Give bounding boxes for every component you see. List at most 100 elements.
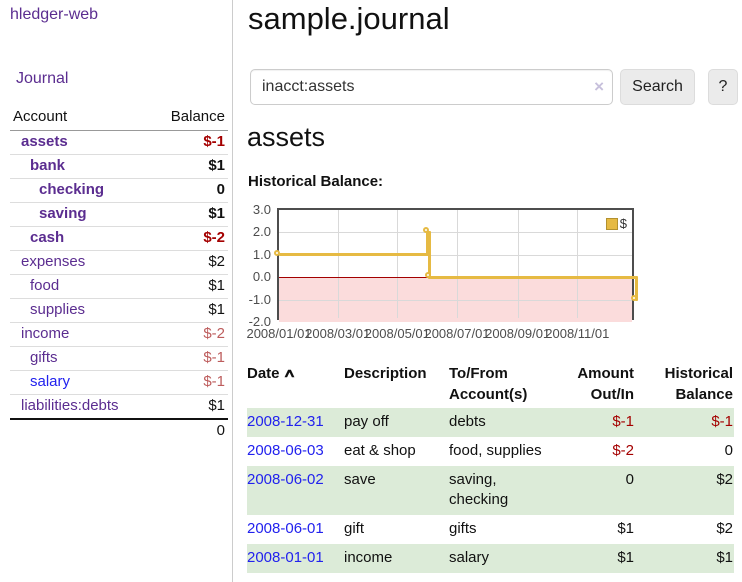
- historical-balance-chart: $ 3.0 2.0 1.0 0.0 -1.0 -2.0 2008/01/01 2008/03/…: [233, 203, 742, 345]
- register-date-cell: 2008-06-01: [247, 515, 344, 544]
- account-row: liabilities:debts $1: [10, 394, 228, 420]
- accounts-total-row: 0: [10, 418, 228, 443]
- register-date-cell: 2008-01-01: [247, 544, 344, 573]
- register-balance-cell: $2: [642, 466, 734, 515]
- x-axis-tick-label: 2008/03/01: [305, 326, 371, 341]
- account-name-cell: supplies: [10, 298, 151, 323]
- account-row: saving $1: [10, 202, 228, 227]
- header-line2: Balance: [675, 386, 733, 403]
- register-accounts-cell: debts: [449, 408, 563, 437]
- account-link[interactable]: expenses: [21, 253, 86, 270]
- register-row: 2008-12-31 pay off debts $-1 $-1: [247, 408, 734, 437]
- account-row: assets $-1: [10, 130, 228, 155]
- transaction-date-link[interactable]: 2008-01-01: [247, 549, 324, 566]
- account-row: checking 0: [10, 178, 228, 203]
- sidebar-item-journal[interactable]: Journal: [16, 70, 69, 87]
- register-description-cell: gift: [344, 520, 365, 537]
- search-button[interactable]: Search: [620, 69, 695, 105]
- account-row: salary $-1: [10, 370, 228, 395]
- account-link[interactable]: food: [30, 277, 60, 294]
- register-header-date[interactable]: Date ∧: [247, 362, 344, 408]
- negative-region: [279, 277, 632, 322]
- data-point-marker: [631, 294, 637, 301]
- header-line1: Date ∧: [247, 363, 336, 384]
- y-axis-tick-label: 0.0: [252, 269, 271, 285]
- clear-search-icon[interactable]: ×: [594, 77, 604, 96]
- register-amount-cell: $-1: [563, 408, 642, 437]
- register-row: 2008-06-01 gift gifts $1 $2: [247, 515, 734, 544]
- x-axis-tick-label: 2008/09/01: [485, 326, 551, 341]
- header-line1: Amount: [563, 363, 634, 384]
- account-link[interactable]: cash: [30, 229, 65, 246]
- account-link[interactable]: salary: [30, 373, 71, 390]
- chart-plot-area: $: [274, 208, 638, 322]
- account-name-cell: bank: [10, 154, 151, 179]
- header-text: Amount: [577, 365, 634, 382]
- chart-title: Historical Balance:: [248, 173, 384, 190]
- register-description-cell: income: [344, 544, 449, 573]
- register-header-description: Description: [344, 362, 449, 408]
- data-point-marker: [422, 227, 429, 234]
- account-balance: $-1: [150, 370, 228, 395]
- account-link[interactable]: income: [21, 325, 70, 342]
- account-name-cell: liabilities:debts: [10, 394, 151, 420]
- account-link[interactable]: gifts: [30, 349, 58, 366]
- register-amount-cell: $-2: [612, 442, 634, 459]
- transaction-date-link[interactable]: 2008-06-01: [247, 520, 324, 537]
- account-name-cell: cash: [10, 226, 151, 251]
- header-text: Description: [344, 365, 427, 382]
- transaction-date-link[interactable]: 2008-12-31: [247, 413, 324, 430]
- account-link[interactable]: saving: [39, 205, 87, 222]
- account-link[interactable]: assets: [21, 133, 68, 150]
- x-gridline: [457, 210, 458, 318]
- account-name-cell: gifts: [10, 346, 151, 371]
- header-text: Historical: [664, 365, 733, 382]
- account-balance: $1: [150, 202, 228, 227]
- register-header-tofrom: To/From Account(s): [449, 362, 563, 408]
- main-content: sample.journal × Search ? assets Histori…: [233, 0, 742, 582]
- account-name-cell: expenses: [10, 250, 151, 275]
- register-amount-cell: $1: [617, 520, 634, 537]
- series-line-segment: [428, 230, 432, 279]
- brand-link[interactable]: hledger-web: [10, 6, 99, 23]
- account-name-cell: income: [10, 322, 151, 347]
- series-line-segment: [279, 253, 428, 257]
- legend-label: $: [619, 216, 627, 231]
- account-balance: $1: [150, 274, 228, 299]
- account-balance: $-1: [150, 346, 228, 371]
- y-axis-tick-label: 2.0: [252, 224, 271, 240]
- account-row: gifts $-1: [10, 346, 228, 371]
- y-gridline: [279, 232, 632, 233]
- register-table: Date ∧ Description To/From Account(s) Amount O…: [247, 362, 734, 573]
- register-date-cell: 2008-12-31: [247, 408, 344, 437]
- accounts-total-value: 0: [10, 418, 228, 443]
- x-axis-tick-label: 2008/07/01: [424, 326, 490, 341]
- series-line-segment: [429, 275, 636, 279]
- account-link[interactable]: bank: [30, 157, 66, 174]
- transaction-date-link[interactable]: 2008-06-03: [247, 442, 324, 459]
- account-name-cell: saving: [10, 202, 151, 227]
- help-button[interactable]: ?: [708, 69, 738, 105]
- x-gridline: [338, 210, 339, 318]
- search-input[interactable]: [250, 69, 613, 105]
- account-row: food $1: [10, 274, 228, 299]
- accounts-header-balance: Balance: [150, 106, 228, 131]
- account-balance: $1: [150, 394, 228, 420]
- data-point-marker: [274, 249, 280, 256]
- register-date-cell: 2008-06-03: [247, 437, 344, 466]
- account-link[interactable]: liabilities:debts: [21, 397, 119, 414]
- account-balance: $-2: [150, 322, 228, 347]
- legend-swatch-icon: [605, 217, 618, 230]
- y-gridline: [279, 255, 632, 256]
- sort-ascending-icon[interactable]: ∧: [282, 366, 296, 381]
- chart-legend: $: [605, 216, 627, 231]
- header-line1: Historical: [642, 363, 733, 384]
- account-link[interactable]: supplies: [30, 301, 86, 318]
- account-link[interactable]: checking: [39, 181, 105, 198]
- y-axis-tick-label: 3.0: [252, 202, 271, 217]
- account-row: cash $-2: [10, 226, 228, 251]
- transaction-date-link[interactable]: 2008-06-02: [247, 471, 324, 488]
- register-balance-cell: 0: [724, 442, 733, 459]
- series-line-segment: [634, 275, 638, 302]
- x-gridline: [577, 210, 578, 318]
